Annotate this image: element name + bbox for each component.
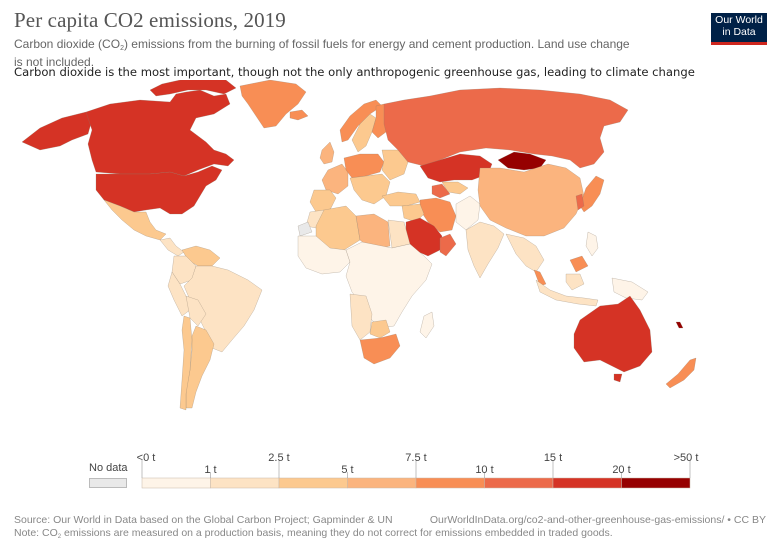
note-text-b: emissions are measured on a production b… bbox=[61, 527, 613, 539]
subtitle-subscript: 2 bbox=[120, 45, 124, 52]
country-southeast-asia-mainland[interactable] bbox=[505, 233, 545, 273]
country-south-africa[interactable] bbox=[359, 333, 401, 365]
legend-color-scale: <0 t 1 t 2.5 t 5 t 7.5 t 10 t 15 t 20 t >50 t bbox=[137, 452, 699, 489]
country-australia[interactable] bbox=[573, 295, 653, 373]
country-china[interactable] bbox=[477, 163, 585, 237]
country-canada[interactable] bbox=[85, 89, 235, 177]
country-turkmenistan[interactable] bbox=[431, 183, 451, 199]
country-united-kingdom[interactable] bbox=[319, 141, 335, 165]
country-southeast-europe[interactable] bbox=[349, 173, 391, 205]
country-russia[interactable] bbox=[383, 87, 629, 169]
country-australia[interactable] bbox=[613, 373, 623, 383]
country-turkey[interactable] bbox=[381, 191, 421, 207]
note-text-a: Note: CO bbox=[14, 527, 58, 539]
legend-tick-label-8: >50 t bbox=[674, 452, 699, 464]
logo-line-1: Our World bbox=[715, 14, 763, 26]
country-argentina[interactable] bbox=[185, 325, 215, 409]
country-oman-uae[interactable] bbox=[439, 233, 457, 257]
legend-bin-4[interactable] bbox=[415, 477, 485, 489]
country-peru[interactable] bbox=[167, 271, 191, 317]
country-new-caledonia[interactable] bbox=[675, 321, 684, 329]
country-botswana[interactable] bbox=[369, 319, 391, 339]
legend-tick-label-4: 7.5 t bbox=[405, 452, 426, 464]
country-new-zealand[interactable] bbox=[665, 357, 697, 389]
country-western-sahara[interactable] bbox=[297, 221, 313, 237]
legend-tick-label-1: 1 t bbox=[204, 464, 216, 476]
country-madagascar[interactable] bbox=[419, 311, 435, 339]
country-canada[interactable] bbox=[149, 80, 237, 97]
country-libya[interactable] bbox=[355, 213, 391, 251]
footer: Source: Our World in Data based on the G… bbox=[14, 514, 766, 544]
country-angola-namibia[interactable] bbox=[349, 293, 373, 341]
footer-source: Source: Our World in Data based on the G… bbox=[14, 514, 393, 526]
country-central-america[interactable] bbox=[159, 237, 185, 257]
legend-tick-label-3: 5 t bbox=[341, 464, 353, 476]
footer-url-link[interactable]: OurWorldInData.org/co2-and-other-greenho… bbox=[429, 514, 766, 526]
country-greenland[interactable] bbox=[239, 80, 307, 129]
country-iceland[interactable] bbox=[289, 109, 309, 121]
country-bolivia[interactable] bbox=[185, 295, 207, 327]
legend-bin-5[interactable] bbox=[484, 477, 554, 489]
world-map bbox=[21, 80, 697, 411]
country-mongolia[interactable] bbox=[497, 151, 547, 171]
chart-subtitle-secondary: Carbon dioxide is the most important, th… bbox=[14, 65, 695, 79]
country-germany-poland-czechia[interactable] bbox=[343, 153, 385, 179]
country-afghanistan-pakistan[interactable] bbox=[455, 195, 481, 231]
legend-bin-1[interactable] bbox=[210, 477, 280, 489]
legend-no-data-label: No data bbox=[89, 462, 128, 474]
country-chile[interactable] bbox=[179, 315, 193, 411]
logo-line-2: in Data bbox=[722, 25, 756, 38]
chart-title: Per capita CO2 emissions, 2019 bbox=[14, 8, 286, 32]
legend-tick-label-2: 2.5 t bbox=[268, 452, 289, 464]
legend-bin-6[interactable] bbox=[552, 477, 622, 489]
legend-tick-label-6: 15 t bbox=[544, 452, 562, 464]
country-south-korea[interactable] bbox=[575, 193, 585, 211]
logo-accent-bar bbox=[711, 42, 767, 45]
legend-bin-0[interactable] bbox=[141, 477, 211, 489]
legend-no-data-swatch[interactable] bbox=[89, 478, 127, 488]
legend: No data <0 t 1 t 2.5 t 5 t 7.5 t 10 t 15 t 20 t… bbox=[0, 448, 780, 493]
legend-tick-label-5: 10 t bbox=[475, 464, 493, 476]
owid-logo[interactable]: Our World in Data bbox=[711, 13, 767, 45]
footer-note: Note: CO2 emissions are measured on a pr… bbox=[14, 527, 766, 544]
country-mexico[interactable] bbox=[103, 199, 167, 241]
note-subscript: 2 bbox=[57, 534, 62, 540]
country-western-europe[interactable] bbox=[321, 163, 349, 195]
legend-bin-2[interactable] bbox=[278, 477, 348, 489]
legend-tick-label-0: <0 t bbox=[137, 452, 156, 464]
legend-bin-3[interactable] bbox=[347, 477, 417, 489]
country-india[interactable] bbox=[465, 221, 505, 279]
subtitle-text-a: Carbon dioxide (CO bbox=[14, 37, 121, 51]
country-philippines[interactable] bbox=[585, 231, 599, 257]
country-brazil[interactable] bbox=[183, 265, 263, 353]
country-indonesia[interactable] bbox=[535, 273, 599, 307]
legend-bin-7[interactable] bbox=[621, 477, 691, 489]
country-malaysia[interactable] bbox=[533, 255, 589, 287]
chart-subtitle: Carbon dioxide (CO2) emissions from the … bbox=[14, 37, 634, 69]
subtitle-text-b: ) emissions from the burning of fossil f… bbox=[14, 37, 630, 69]
country-papua-new-guinea[interactable] bbox=[611, 277, 649, 301]
country-west-africa[interactable] bbox=[297, 235, 351, 275]
country-alaska[interactable] bbox=[21, 111, 93, 151]
legend-tick-label-7: 20 t bbox=[612, 464, 630, 476]
